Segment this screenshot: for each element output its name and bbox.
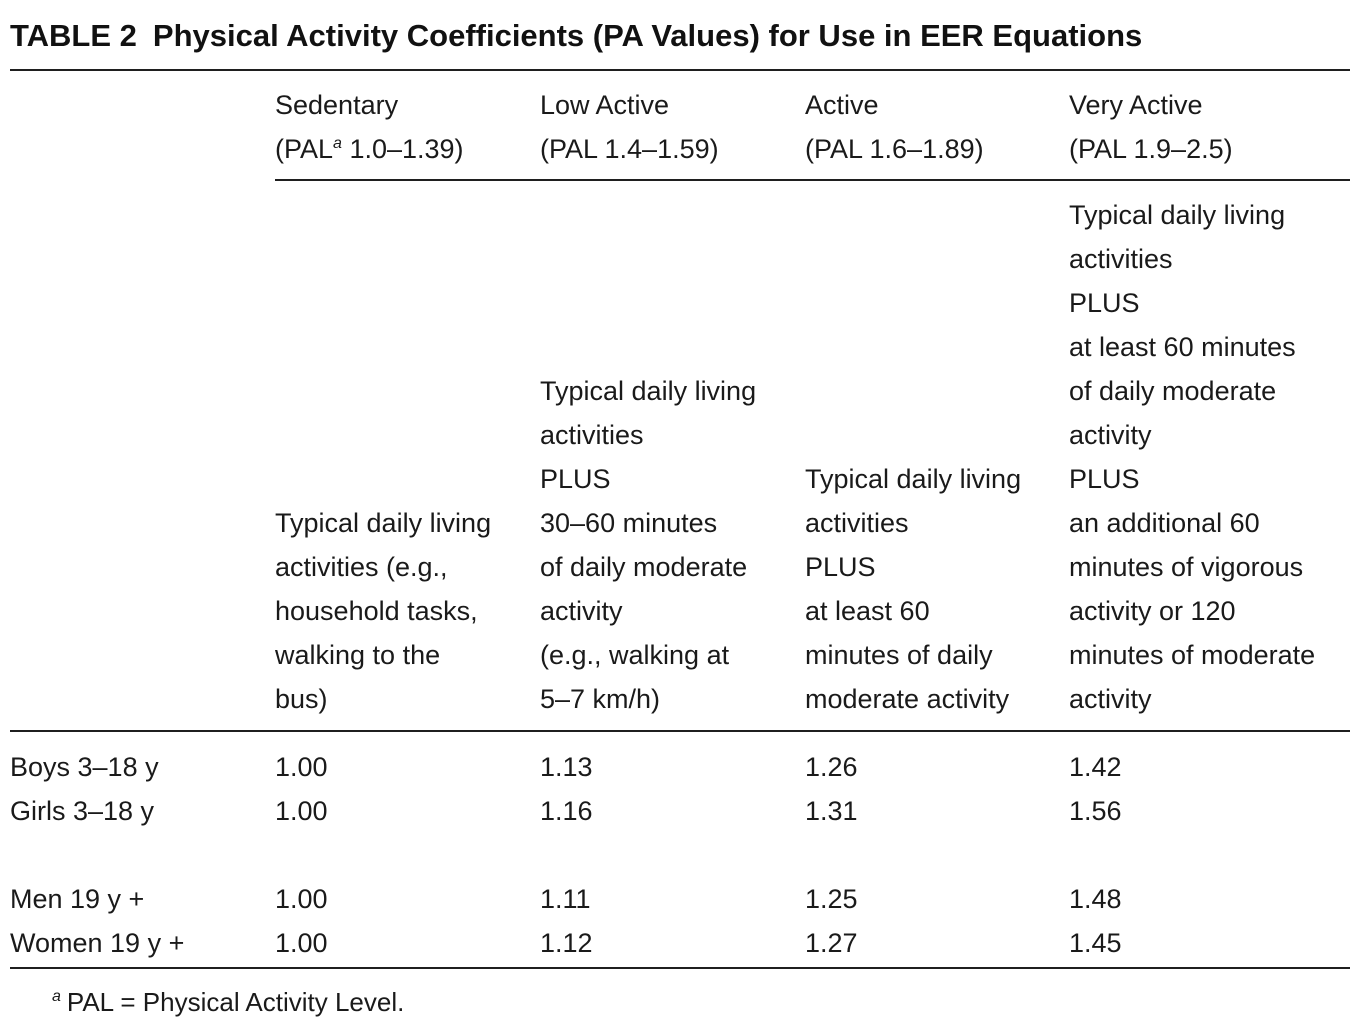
row-group-label: Boys 3–18 y — [10, 752, 159, 782]
pa-value: 1.00 — [275, 928, 328, 958]
pa-value: 1.56 — [1069, 796, 1122, 826]
description-line: activities — [805, 508, 909, 538]
description-line: activity — [540, 596, 623, 626]
column-name: Low Active — [540, 90, 670, 120]
footnote-mark: a — [333, 135, 342, 152]
description-line: Typical daily living — [1069, 200, 1286, 230]
description-line: activity — [1069, 684, 1152, 714]
footnote-text: PAL = Physical Activity Level. — [66, 987, 405, 1017]
table-label: TABLE 2 — [10, 18, 137, 53]
description-line: at least 60 — [805, 596, 930, 626]
description-line: activity — [1069, 420, 1152, 450]
description-line: PLUS — [1069, 464, 1140, 494]
pa-value: 1.16 — [540, 796, 593, 826]
description-very-active: Typical daily living activities PLUS at … — [1069, 193, 1315, 721]
description-line: activity or 120 — [1069, 596, 1236, 626]
description-line: activities — [540, 420, 644, 450]
description-line: minutes of daily — [805, 640, 993, 670]
pa-value: 1.42 — [1069, 752, 1122, 782]
description-line: PLUS — [1069, 288, 1140, 318]
row-group-label: Men 19 y + — [10, 884, 145, 914]
pa-value: 1.27 — [805, 928, 858, 958]
body-top-rule — [10, 730, 1350, 732]
column-name: Active — [805, 90, 879, 120]
pa-value: 1.48 — [1069, 884, 1122, 914]
description-sedentary: Typical daily living activities (e.g., h… — [275, 501, 491, 721]
header-rule — [275, 179, 1350, 181]
column-name: Very Active — [1069, 90, 1203, 120]
description-line: Typical daily living — [540, 376, 757, 406]
pa-value: 1.31 — [805, 796, 858, 826]
description-line: (e.g., walking at — [540, 640, 730, 670]
description-line: bus) — [275, 684, 328, 714]
bottom-rule — [10, 967, 1350, 969]
description-line: household tasks, — [275, 596, 478, 626]
column-range: (PALa 1.0–1.39) — [275, 134, 464, 164]
description-active: Typical daily living activities PLUS at … — [805, 457, 1021, 721]
pa-value: 1.25 — [805, 884, 858, 914]
pa-value: 1.13 — [540, 752, 593, 782]
description-line: walking to the — [275, 640, 441, 670]
description-line: activities (e.g., — [275, 552, 448, 582]
column-header-low-active: Low Active (PAL 1.4–1.59) — [540, 83, 719, 171]
pa-value: 1.00 — [275, 752, 328, 782]
pa-value: 1.45 — [1069, 928, 1122, 958]
description-line: Typical daily living — [805, 464, 1022, 494]
pa-value: 1.00 — [275, 884, 328, 914]
description-line: 5–7 km/h) — [540, 684, 661, 714]
row-group-label: Girls 3–18 y — [10, 796, 155, 826]
description-line: minutes of moderate — [1069, 640, 1316, 670]
column-range: (PAL 1.6–1.89) — [805, 134, 984, 164]
description-low-active: Typical daily living activities PLUS 30–… — [540, 369, 756, 721]
pa-value: 1.12 — [540, 928, 593, 958]
table-footnote: a PAL = Physical Activity Level. — [52, 980, 404, 1024]
table-caption: Physical Activity Coefficients (PA Value… — [152, 18, 1143, 53]
description-line: an additional 60 — [1069, 508, 1260, 538]
description-line: PLUS — [805, 552, 876, 582]
top-rule — [10, 69, 1350, 71]
column-header-sedentary: Sedentary (PALa 1.0–1.39) — [275, 83, 464, 171]
footnote-mark: a — [52, 988, 61, 1006]
description-line: activities — [1069, 244, 1173, 274]
column-header-very-active: Very Active (PAL 1.9–2.5) — [1069, 83, 1233, 171]
row-group-label: Women 19 y + — [10, 928, 185, 958]
column-range: (PAL 1.9–2.5) — [1069, 134, 1233, 164]
pa-value: 1.11 — [540, 884, 591, 914]
column-name: Sedentary — [275, 90, 399, 120]
column-header-active: Active (PAL 1.6–1.89) — [805, 83, 984, 171]
description-line: of daily moderate — [1069, 376, 1277, 406]
description-line: 30–60 minutes — [540, 508, 718, 538]
table-title: TABLE 2 Physical Activity Coefficients (P… — [10, 14, 1360, 58]
pa-value: 1.00 — [275, 796, 328, 826]
description-line: PLUS — [540, 464, 611, 494]
pa-value: 1.26 — [805, 752, 858, 782]
description-line: moderate activity — [805, 684, 1010, 714]
description-line: of daily moderate — [540, 552, 748, 582]
column-range: (PAL 1.4–1.59) — [540, 134, 719, 164]
description-line: at least 60 minutes — [1069, 332, 1296, 362]
description-line: minutes of vigorous — [1069, 552, 1304, 582]
description-line: Typical daily living — [275, 508, 492, 538]
